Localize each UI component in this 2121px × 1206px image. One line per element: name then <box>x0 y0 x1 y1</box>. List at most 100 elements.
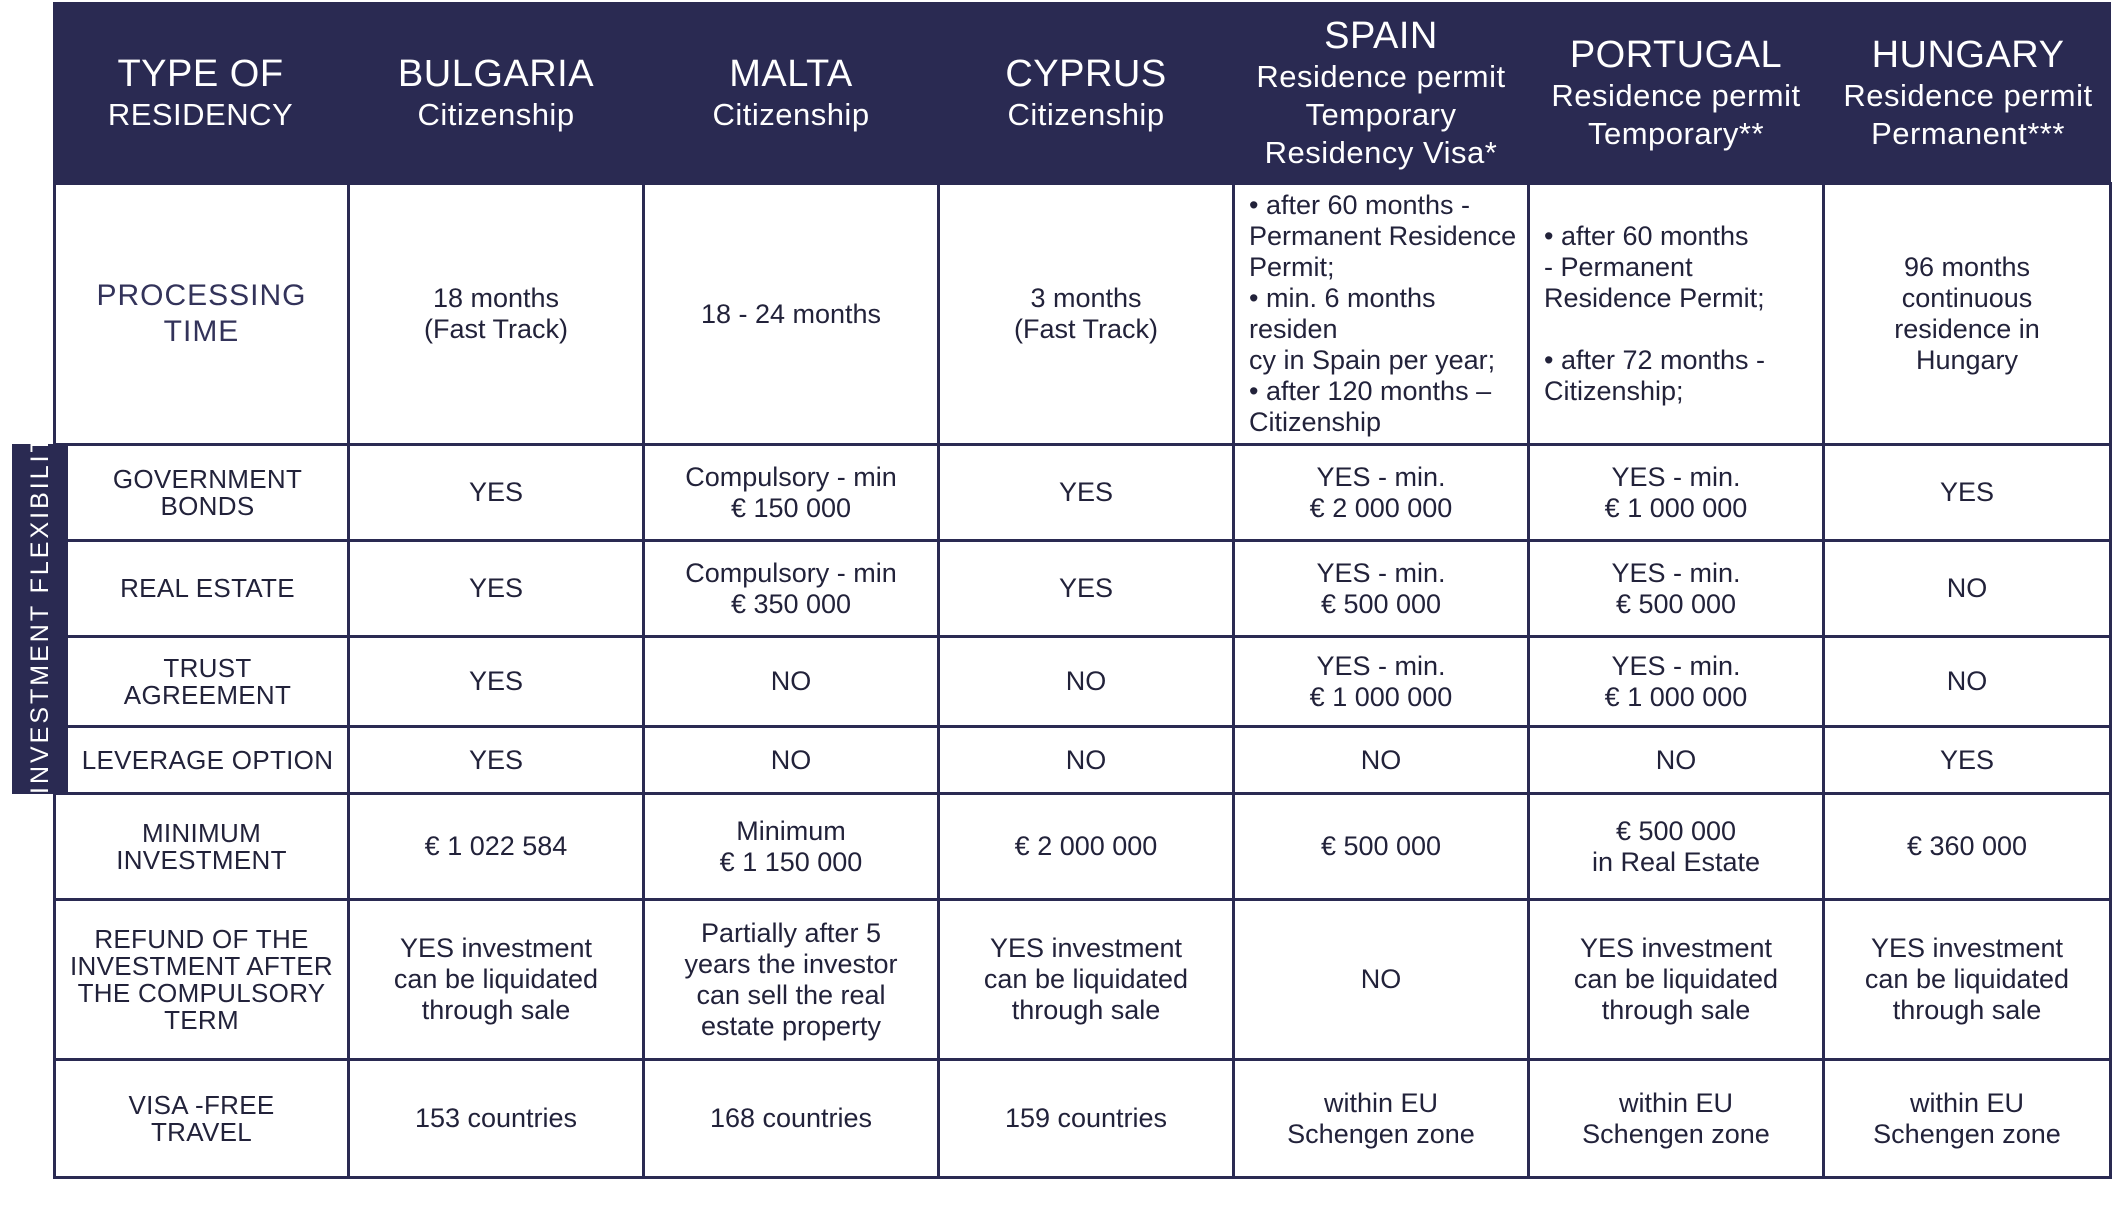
cell-line: 3 months <box>1030 283 1142 313</box>
cell-line: Schengen zone <box>1287 1118 1475 1149</box>
visa-portugal: within EU Schengen zone <box>1530 1061 1822 1176</box>
trust-bulgaria: YES <box>350 638 642 725</box>
header-subtitle: Citizenship <box>417 97 575 132</box>
grid-line <box>53 792 56 1179</box>
cell-line: YES - min. <box>1611 557 1741 588</box>
cell-line: YES <box>1058 477 1114 507</box>
real-estate-cyprus: YES <box>940 542 1232 635</box>
investment-flexibility-label: INVESTMENT FLEXIBILITY <box>26 414 54 794</box>
header-subtitle: RESIDENCY <box>107 97 294 132</box>
cell-line: € 1 000 000 <box>1604 681 1748 712</box>
cell-line: € 500 000 <box>1320 831 1442 861</box>
bonds-cyprus: YES <box>940 446 1232 539</box>
cell-line: • after 72 months - <box>1544 345 1766 375</box>
header-title: SPAIN <box>1324 15 1438 57</box>
header-subtitle: Citizenship <box>712 97 870 132</box>
grid-line <box>53 1176 2112 1179</box>
visa-spain: within EU Schengen zone <box>1235 1061 1527 1176</box>
cell-line: Compulsory - min <box>685 557 897 588</box>
grid-line <box>53 1058 2112 1061</box>
cell-line: € 360 000 <box>1906 831 2028 861</box>
refund-bulgaria: YES investment can be liquidated through s… <box>350 901 642 1058</box>
cell-line: YES investment <box>989 933 1183 963</box>
row-label-trust-agreement: TRUST AGREEMENT <box>68 638 347 725</box>
cell-line: YES investment <box>1579 933 1773 963</box>
header-malta: MALTA Citizenship <box>645 2 937 184</box>
cell-line: Hungary <box>1915 345 2019 375</box>
cell-line: NO <box>1360 964 1402 994</box>
cell-line: NO <box>1946 573 1988 603</box>
cell-line: Schengen zone <box>1582 1118 1770 1149</box>
bonds-hungary: YES <box>1825 446 2109 539</box>
visa-hungary: within EU Schengen zone <box>1825 1061 2109 1176</box>
label-line: TRUST <box>163 652 252 683</box>
cell-line: Partially after 5 <box>700 917 882 948</box>
cell-line: years the investor <box>684 948 898 979</box>
cell-line: YES investment <box>399 933 593 963</box>
min-investment-malta: Minimum € 1 150 000 <box>645 795 937 898</box>
cell-line: continuous <box>1901 283 2033 313</box>
cell-line: € 500 000 <box>1615 815 1737 846</box>
cell-line: € 2 000 000 <box>1309 492 1453 523</box>
cell-line: YES - min. <box>1316 461 1446 492</box>
bonds-bulgaria: YES <box>350 446 642 539</box>
cell-line: YES <box>1939 477 1995 507</box>
cell-line: NO <box>1360 744 1402 775</box>
cell-line: estate property <box>700 1010 882 1041</box>
cell-line: NO <box>1655 744 1697 775</box>
label-line: PROCESSING <box>96 279 307 312</box>
label-line: THE COMPULSORY <box>77 977 326 1008</box>
grid-line <box>68 539 2112 542</box>
leverage-bulgaria: YES <box>350 728 642 792</box>
cell-line: YES investment <box>1870 933 2064 963</box>
real-estate-hungary: NO <box>1825 542 2109 635</box>
grid-line <box>1822 182 1825 1179</box>
label-line: VISA -FREE <box>128 1089 275 1120</box>
cell-line: 168 countries <box>709 1103 873 1133</box>
row-label-minimum-investment: MINIMUM INVESTMENT <box>56 795 347 898</box>
grid-line <box>68 635 2112 638</box>
cell-line: € 1 022 584 <box>424 831 568 861</box>
label-line: REAL ESTATE <box>120 573 295 603</box>
label-line: REFUND OF THE <box>94 923 309 954</box>
header-subtitle: Permanent*** <box>1871 116 2065 151</box>
cell-line: € 1 000 000 <box>1309 681 1453 712</box>
cell-line: through sale <box>1601 995 1751 1025</box>
header-bulgaria: BULGARIA Citizenship <box>350 2 642 184</box>
trust-hungary: NO <box>1825 638 2109 725</box>
cell-line: Compulsory - min <box>685 461 897 492</box>
cell-line: 96 months <box>1903 252 2031 282</box>
cell-line: (Fast Track) <box>423 314 568 344</box>
cell-line: € 350 000 <box>730 588 852 619</box>
processing-spain: • after 60 months - Permanent Residence … <box>1235 185 1527 443</box>
refund-spain: NO <box>1235 901 1527 1058</box>
cell-line: can be liquidated <box>983 964 1189 994</box>
real-estate-portugal: YES - min. € 500 000 <box>1530 542 1822 635</box>
leverage-spain: NO <box>1235 728 1527 792</box>
header-spain: SPAIN Residence permit Temporary Residen… <box>1235 2 1527 184</box>
cell-line: Citizenship <box>1249 407 1382 437</box>
label-line: TIME <box>163 315 240 348</box>
header-subtitle: Residence permit <box>1256 59 1506 94</box>
cell-line: 18 - 24 months <box>700 298 882 329</box>
cell-line: YES <box>1939 744 1995 775</box>
row-label-visa-free-travel: VISA -FREE TRAVEL <box>56 1061 347 1176</box>
label-line: INVESTMENT <box>116 844 287 875</box>
header-title: CYPRUS <box>1005 53 1167 95</box>
header-subtitle: Residence permit <box>1551 78 1801 113</box>
label-line: AGREEMENT <box>123 679 292 710</box>
real-estate-bulgaria: YES <box>350 542 642 635</box>
cell-line: NO <box>1065 666 1107 696</box>
row-label-leverage-option: LEVERAGE OPTION <box>68 728 347 792</box>
refund-cyprus: YES investment can be liquidated through s… <box>940 901 1232 1058</box>
label-line: LEVERAGE OPTION <box>81 744 334 775</box>
investment-flexibility-band <box>12 444 68 794</box>
cell-line: YES <box>468 744 524 775</box>
cell-line: Citizenship; <box>1544 376 1684 406</box>
label-line: TERM <box>164 1004 239 1035</box>
header-title: HUNGARY <box>1871 34 2065 76</box>
visa-bulgaria: 153 countries <box>350 1061 642 1176</box>
leverage-cyprus: NO <box>940 728 1232 792</box>
processing-malta: 18 - 24 months <box>645 185 937 443</box>
